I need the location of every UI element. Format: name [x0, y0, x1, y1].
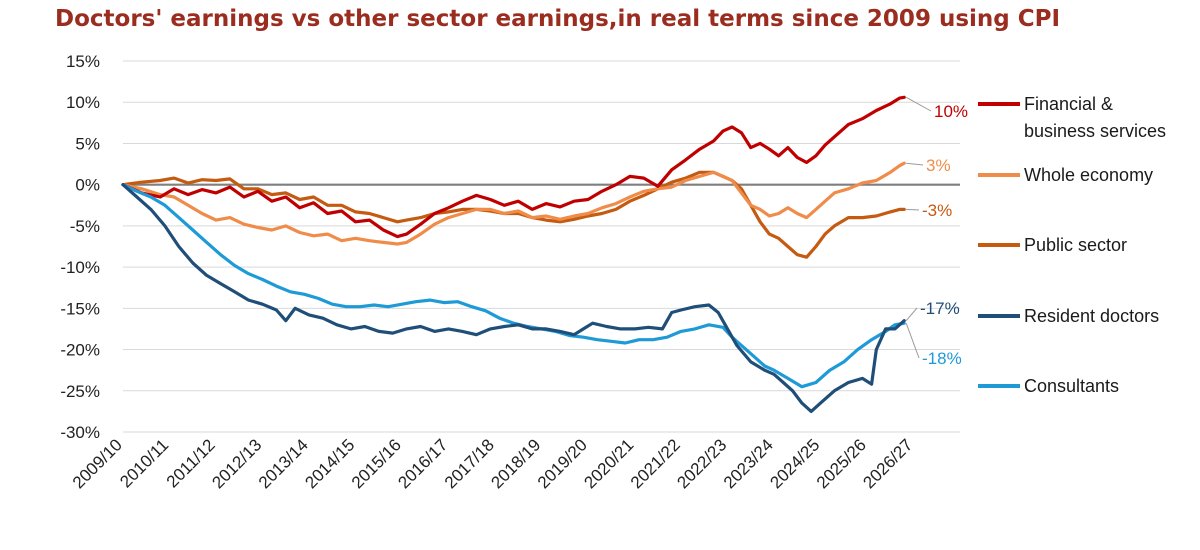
x-tick-label: 2015/16 — [348, 435, 405, 492]
y-tick-label: -15% — [60, 299, 100, 318]
legend-label: Public sector — [1024, 235, 1127, 255]
end-value-label: -18% — [922, 349, 962, 368]
legend-label: business services — [1024, 121, 1166, 141]
end-value-label: -3% — [922, 201, 952, 220]
gridlines — [123, 60, 960, 433]
legend-label: Whole economy — [1024, 165, 1153, 185]
end-labels: 10% 3% -3% -17% -18% — [905, 96, 968, 368]
x-tick-label: 2013/14 — [255, 435, 312, 492]
x-tick-label: 2021/22 — [627, 435, 684, 492]
y-tick-label: 15% — [66, 52, 100, 71]
y-tick-label: 10% — [66, 93, 100, 112]
end-label-leader — [905, 323, 920, 359]
x-tick-label: 2010/11 — [116, 435, 172, 491]
y-tick-label: -25% — [60, 382, 100, 401]
end-label-leader — [905, 96, 932, 112]
end-label-leader — [905, 307, 918, 322]
chart-title: Doctors' earnings vs other sector earnin… — [55, 6, 1061, 32]
x-tick-label: 2019/20 — [534, 435, 591, 492]
x-tick-label: 2026/27 — [859, 435, 916, 492]
x-tick-label: 2009/10 — [69, 435, 126, 492]
y-tick-label: 0% — [75, 176, 100, 195]
series-line-resident-doctors — [121, 183, 906, 413]
end-label-leader — [906, 162, 924, 166]
x-tick-label: 2017/18 — [441, 435, 498, 492]
y-tick-label: -20% — [60, 341, 100, 360]
x-tick-label: 2022/23 — [673, 435, 730, 492]
series-line-public-sector — [121, 170, 906, 259]
y-tick-label: -5% — [70, 217, 100, 236]
series-lines — [121, 95, 906, 413]
legend-label: Resident doctors — [1024, 306, 1159, 326]
x-tick-label: 2011/12 — [163, 435, 219, 491]
x-tick-label: 2016/17 — [394, 435, 451, 492]
x-tick-label: 2014/15 — [301, 435, 358, 492]
x-tick-label: 2025/26 — [813, 435, 870, 492]
legend-label: Consultants — [1024, 376, 1119, 396]
x-tick-label: 2023/24 — [720, 435, 777, 492]
legend: Financial & business services Whole econom… — [978, 94, 1166, 396]
y-tick-label: 5% — [75, 134, 100, 153]
x-axis-ticks: 2009/102010/112011/122012/132013/142014/… — [69, 435, 916, 492]
y-axis-ticks: 15% 10% 5% 0% -5% -10% -15% -20% -25% -30% — [60, 52, 100, 442]
end-value-label: 10% — [934, 102, 968, 121]
x-tick-label: 2018/19 — [487, 435, 544, 492]
end-value-label: -17% — [920, 299, 960, 318]
end-value-label: 3% — [926, 156, 951, 175]
x-tick-label: 2024/25 — [766, 435, 823, 492]
x-tick-label: 2012/13 — [208, 435, 265, 492]
series-line-whole-economy — [121, 161, 906, 246]
x-tick-label: 2020/21 — [580, 435, 637, 492]
legend-label: Financial & — [1024, 94, 1113, 114]
series-line-financial — [121, 95, 906, 239]
y-tick-label: -30% — [60, 423, 100, 442]
end-label-leader — [906, 208, 920, 211]
y-tick-label: -10% — [60, 258, 100, 277]
